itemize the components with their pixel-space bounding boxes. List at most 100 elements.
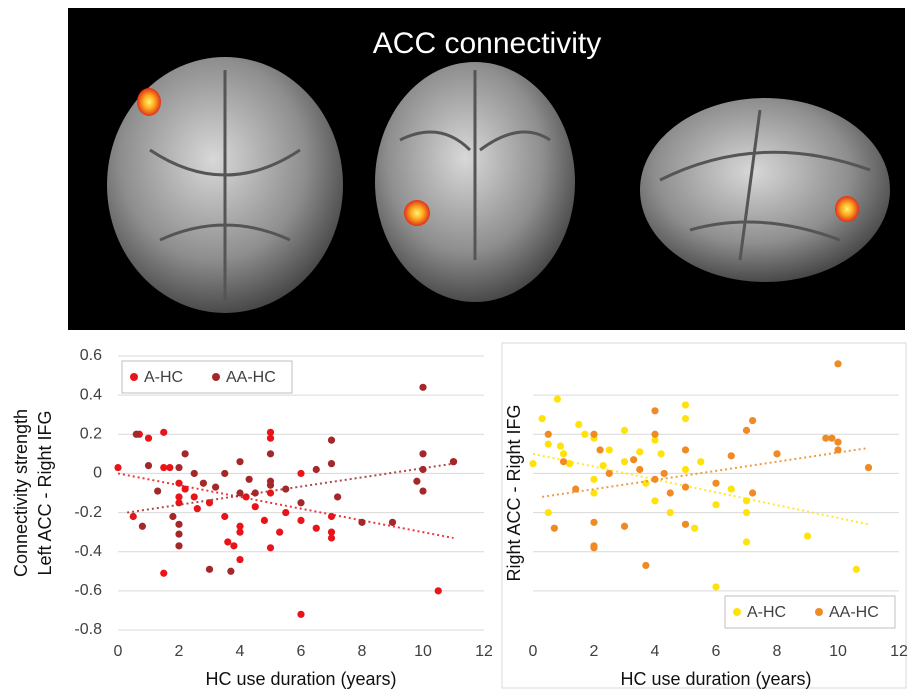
data-point bbox=[224, 538, 231, 545]
data-point bbox=[297, 499, 304, 506]
data-point bbox=[682, 466, 689, 473]
data-point bbox=[175, 480, 182, 487]
data-point bbox=[139, 523, 146, 530]
data-point bbox=[194, 505, 201, 512]
data-point bbox=[221, 470, 228, 477]
x-axis-label: HC use duration (years) bbox=[620, 669, 811, 689]
data-point bbox=[773, 450, 780, 457]
data-point bbox=[413, 478, 420, 485]
data-point bbox=[145, 435, 152, 442]
data-point bbox=[712, 583, 719, 590]
y-tick-label: 0 bbox=[93, 465, 102, 482]
data-point bbox=[419, 466, 426, 473]
x-tick-label: 10 bbox=[829, 643, 847, 660]
y-tick-label: 0.6 bbox=[80, 347, 102, 364]
data-point bbox=[590, 489, 597, 496]
data-point bbox=[267, 482, 274, 489]
x-tick-label: 8 bbox=[773, 643, 782, 660]
data-point bbox=[743, 538, 750, 545]
data-point bbox=[551, 525, 558, 532]
data-point bbox=[636, 448, 643, 455]
data-point bbox=[651, 476, 658, 483]
data-point bbox=[600, 462, 607, 469]
data-point bbox=[154, 487, 161, 494]
data-point bbox=[651, 407, 658, 414]
y-tick-label: 0.4 bbox=[80, 386, 102, 403]
data-point bbox=[246, 476, 253, 483]
data-point bbox=[267, 435, 274, 442]
data-point bbox=[450, 458, 457, 465]
data-point bbox=[590, 519, 597, 526]
data-point bbox=[166, 464, 173, 471]
data-point bbox=[182, 485, 189, 492]
data-point bbox=[175, 521, 182, 528]
data-point bbox=[621, 523, 628, 530]
x-tick-label: 10 bbox=[414, 643, 432, 660]
data-point bbox=[642, 562, 649, 569]
activation-blob bbox=[835, 196, 859, 222]
data-point bbox=[160, 429, 167, 436]
data-point bbox=[712, 501, 719, 508]
chart: 024681012HC use duration (years)Right AC… bbox=[504, 360, 908, 689]
data-point bbox=[743, 497, 750, 504]
data-point bbox=[313, 466, 320, 473]
figure: ACC connectivity 0.60.40.20-0.2-0.4-0.6-… bbox=[0, 0, 911, 691]
data-point bbox=[682, 521, 689, 528]
data-point bbox=[182, 450, 189, 457]
data-point bbox=[114, 464, 121, 471]
data-point bbox=[313, 525, 320, 532]
legend-marker bbox=[815, 608, 823, 616]
y-tick-label: 0.2 bbox=[80, 426, 102, 443]
data-point bbox=[621, 458, 628, 465]
x-tick-label: 0 bbox=[529, 643, 538, 660]
legend-label: A-HC bbox=[747, 604, 786, 621]
data-point bbox=[682, 446, 689, 453]
data-point bbox=[328, 534, 335, 541]
y-axis-label: Connectivity strength bbox=[11, 409, 31, 577]
data-point bbox=[389, 519, 396, 526]
data-point bbox=[642, 480, 649, 487]
data-point bbox=[419, 487, 426, 494]
data-point bbox=[175, 499, 182, 506]
data-point bbox=[834, 439, 841, 446]
data-point bbox=[419, 450, 426, 457]
data-point bbox=[236, 489, 243, 496]
data-point bbox=[749, 489, 756, 496]
data-point bbox=[606, 470, 613, 477]
data-point bbox=[236, 529, 243, 536]
data-point bbox=[554, 395, 561, 402]
data-point bbox=[191, 493, 198, 500]
data-point bbox=[572, 485, 579, 492]
data-point bbox=[804, 532, 811, 539]
data-point bbox=[230, 542, 237, 549]
data-point bbox=[621, 427, 628, 434]
data-point bbox=[529, 460, 536, 467]
y-axis-label: Left ACC - Right IFG bbox=[35, 410, 55, 575]
data-point bbox=[328, 513, 335, 520]
data-point bbox=[581, 431, 588, 438]
data-point bbox=[682, 415, 689, 422]
data-point bbox=[130, 513, 137, 520]
data-point bbox=[236, 458, 243, 465]
data-point bbox=[227, 568, 234, 575]
data-point bbox=[236, 556, 243, 563]
data-point bbox=[212, 484, 219, 491]
data-point bbox=[828, 435, 835, 442]
x-tick-label: 0 bbox=[114, 643, 123, 660]
y-tick-label: -0.8 bbox=[74, 621, 102, 638]
data-point bbox=[267, 544, 274, 551]
data-point bbox=[658, 450, 665, 457]
data-point bbox=[728, 452, 735, 459]
data-point bbox=[566, 460, 573, 467]
data-point bbox=[590, 544, 597, 551]
data-point bbox=[169, 513, 176, 520]
data-point bbox=[865, 464, 872, 471]
data-point bbox=[749, 417, 756, 424]
data-point bbox=[252, 489, 259, 496]
data-point bbox=[282, 509, 289, 516]
data-point bbox=[545, 440, 552, 447]
x-tick-label: 2 bbox=[590, 643, 599, 660]
data-point bbox=[145, 462, 152, 469]
